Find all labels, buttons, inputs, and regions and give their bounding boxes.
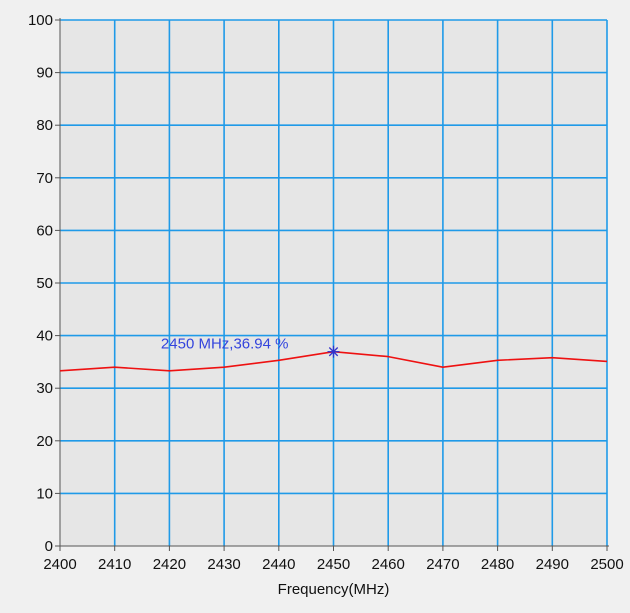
axes: [59, 18, 609, 547]
y-tick-label: 20: [36, 433, 53, 450]
y-tick-labels: 0 10 20 30 40 50 60 70 80 90 100: [28, 12, 60, 555]
x-tick-label: 2480: [481, 556, 514, 573]
x-tick-label: 2450: [317, 556, 350, 573]
y-tick-label: 0: [45, 538, 53, 555]
y-tick-label: 90: [36, 65, 53, 82]
x-axis-title: Frequency(MHz): [278, 581, 390, 598]
x-tick-label: 2500: [590, 556, 623, 573]
marker-point: [327, 345, 340, 358]
y-tick-label: 60: [36, 222, 53, 239]
x-tick-label: 2440: [262, 556, 295, 573]
y-tick-label: 40: [36, 328, 53, 345]
marker-annotation: 2450 MHz,36.94 %: [161, 336, 289, 353]
x-tick-labels: 2400 2410 2420 2430 2440 2450 2460 2470 2480 2490…: [43, 546, 624, 573]
x-tick-label: 2400: [43, 556, 76, 573]
grid: [60, 19, 608, 546]
y-tick-label: 10: [36, 485, 53, 502]
x-tick-label: 2430: [207, 556, 240, 573]
x-tick-label: 2490: [536, 556, 569, 573]
x-tick-label: 2410: [98, 556, 131, 573]
y-tick-label: 30: [36, 380, 53, 397]
y-tick-label: 80: [36, 117, 53, 134]
x-tick-label: 2460: [372, 556, 405, 573]
y-tick-label: 100: [28, 12, 53, 29]
marker-group: [327, 345, 340, 358]
y-tick-label: 50: [36, 275, 53, 292]
x-tick-label: 2470: [426, 556, 459, 573]
x-tick-label: 2420: [153, 556, 186, 573]
y-tick-label: 70: [36, 170, 53, 187]
